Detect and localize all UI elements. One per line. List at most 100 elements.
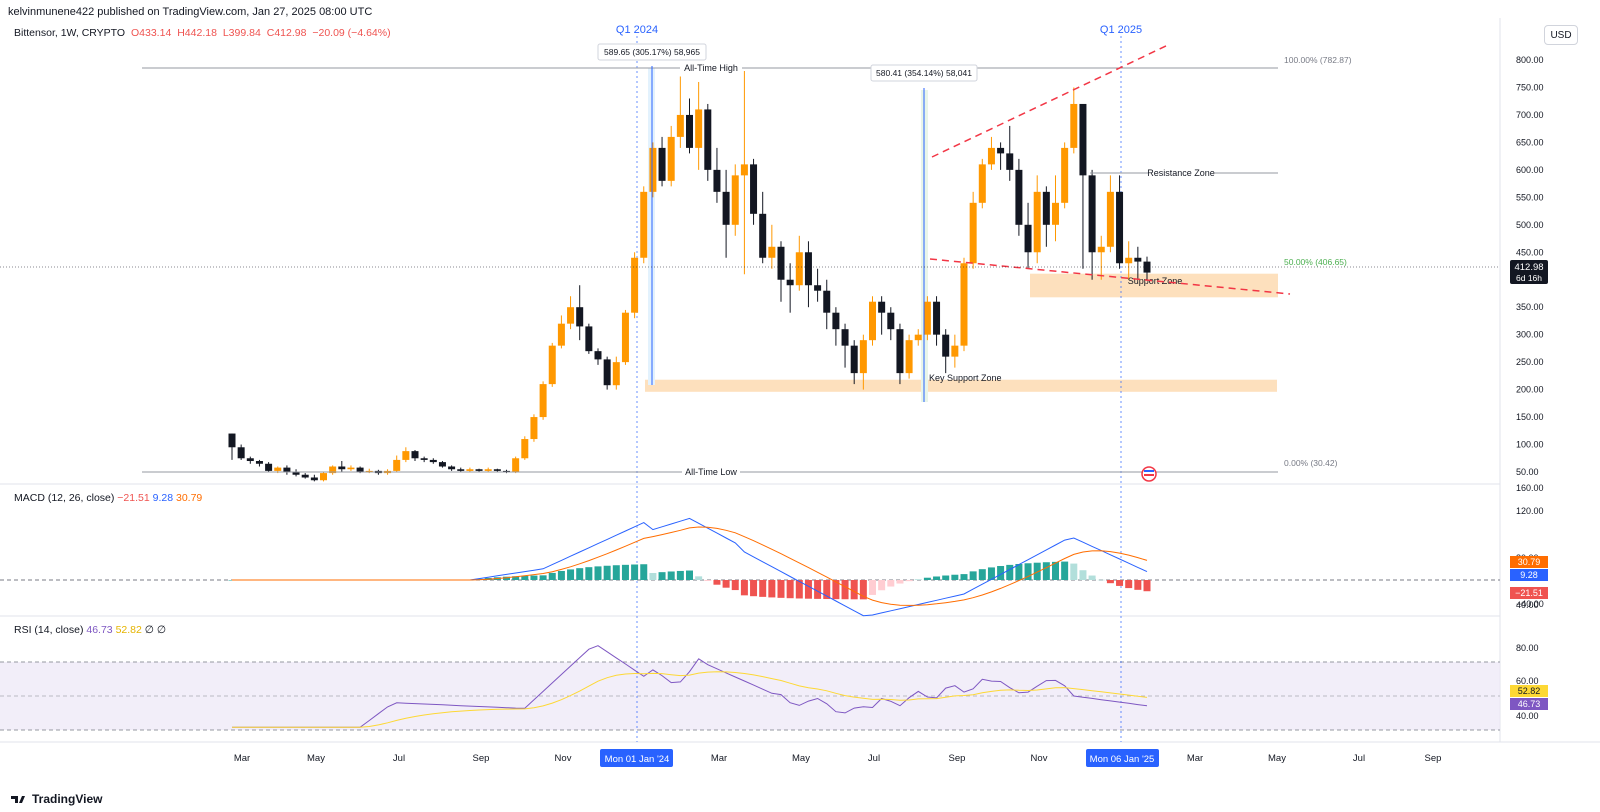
candle-body: [246, 458, 254, 462]
macd-histogram-bar: [1125, 580, 1133, 589]
macd-histogram-bar: [951, 574, 959, 580]
candle-body: [951, 345, 959, 357]
macd-histogram-bar: [713, 580, 721, 585]
candle-body: [750, 164, 758, 214]
macd-legend[interactable]: MACD (12, 26, close) −21.51 9.28 30.79: [14, 492, 202, 504]
macd-histogram-bar: [576, 568, 584, 580]
time-highlight-left: [600, 749, 673, 767]
time-highlight-right-text: Mon 06 Jan '25: [1090, 754, 1155, 765]
price-tick: 550.00: [1516, 192, 1544, 202]
candle-body: [896, 329, 904, 374]
key-support-label: Key Support Zone: [929, 373, 1002, 383]
candle-body: [539, 384, 547, 418]
macd-histogram-bar: [631, 564, 639, 580]
price-tick: 200.00: [1516, 385, 1544, 395]
time-label: May: [792, 753, 810, 764]
macd-histogram-bar: [933, 576, 941, 580]
time-label: Nov: [555, 753, 572, 764]
candle-body: [292, 472, 300, 475]
candle-body: [338, 466, 346, 470]
symbol-name[interactable]: Bittensor, 1W, CRYPTO: [14, 27, 126, 39]
candle-body: [1061, 147, 1069, 203]
candle-body: [347, 467, 355, 470]
candle-body: [393, 459, 401, 471]
macd-histogram-bar: [969, 571, 977, 580]
macd-histogram-bar: [1106, 580, 1114, 584]
macd-histogram-bar: [804, 580, 812, 599]
macd-histogram-bar: [585, 567, 593, 580]
ath-label: All-Time High: [684, 63, 738, 73]
support-label: Support Zone: [1128, 276, 1183, 286]
rsi-tick: 40.00: [1516, 711, 1539, 721]
fib-0-label: 0.00% (30.42): [1284, 458, 1338, 468]
macd-histogram-bar: [814, 580, 822, 599]
candle-body: [942, 334, 950, 357]
time-highlight-right: [1086, 749, 1159, 767]
macd-histogram-bar: [676, 570, 684, 580]
candle-body: [731, 175, 739, 225]
macd-histogram-bar: [987, 567, 995, 580]
time-label: Mar: [711, 753, 727, 764]
candle-body: [1116, 191, 1124, 264]
candle-body: [667, 136, 675, 181]
measure-1-box: [597, 43, 707, 61]
key-support-zone: [645, 379, 1277, 392]
candle-body: [283, 467, 291, 472]
change-value: −20.09 (−4.64%): [312, 27, 391, 39]
rsi-ma-badge: [1510, 685, 1548, 697]
macd-histogram-bar: [841, 580, 849, 600]
macd-histogram-bar: [896, 580, 904, 584]
time-label: Sep: [1425, 753, 1442, 764]
measure-2-box: [870, 64, 978, 82]
candle-body: [301, 474, 309, 478]
resistance-label-bg: [1148, 167, 1214, 179]
macd-histogram-bar: [640, 564, 648, 580]
candle-body: [713, 169, 721, 192]
candle-body: [1042, 191, 1050, 225]
macd-label: MACD (12, 26, close): [14, 492, 115, 504]
high-value: H442.18: [177, 27, 217, 39]
macd-histogram-bar: [740, 580, 748, 596]
candle-body: [914, 334, 922, 341]
macd-histogram-bar: [658, 572, 666, 580]
candle-body: [997, 147, 1005, 154]
macd-histogram-bar: [1079, 570, 1087, 580]
candle-body: [649, 147, 657, 192]
candle-body: [695, 109, 703, 148]
candle-body: [438, 462, 446, 467]
price-tick: 50.00: [1516, 467, 1539, 477]
macd-histogram-bar: [503, 576, 510, 580]
candle-body: [704, 109, 712, 170]
macd-histogram-bar: [1061, 561, 1069, 580]
macd-histogram-bar: [850, 580, 858, 600]
candle-body: [804, 252, 812, 286]
rsi-badge-value: 46.73: [1518, 699, 1541, 709]
candle-body: [329, 466, 337, 474]
candle-body: [759, 213, 767, 258]
macd-histogram-bar: [1006, 564, 1014, 580]
macd-histogram-bar: [686, 570, 693, 580]
candle-body: [411, 451, 419, 459]
macd-histogram-bar: [548, 572, 556, 580]
candle-body: [841, 329, 849, 346]
macd-histogram-bar: [823, 580, 831, 600]
price-tick: 650.00: [1516, 137, 1544, 147]
resistance-label: Resistance Zone: [1147, 168, 1215, 178]
macd-histogram-bar: [768, 580, 776, 598]
macd-histogram-bar: [530, 575, 538, 580]
candle-body: [795, 252, 803, 286]
candle-body: [1033, 191, 1041, 253]
price-tick: 750.00: [1516, 82, 1544, 92]
macd-histogram-bar: [786, 580, 794, 599]
rsi-badge: [1510, 698, 1548, 710]
rsi-ma-line: [232, 671, 1148, 728]
tradingview-logo[interactable]: TradingView: [10, 792, 102, 806]
candle-body: [887, 312, 895, 330]
rsi-legend[interactable]: RSI (14, close) 46.73 52.82 ∅ ∅: [14, 624, 166, 636]
time-highlight-left-text: Mon 01 Jan '24: [605, 754, 670, 765]
currency-button[interactable]: USD: [1544, 25, 1578, 45]
candle-body: [567, 307, 575, 324]
candle-body: [237, 447, 245, 459]
time-label: Jul: [868, 753, 880, 764]
